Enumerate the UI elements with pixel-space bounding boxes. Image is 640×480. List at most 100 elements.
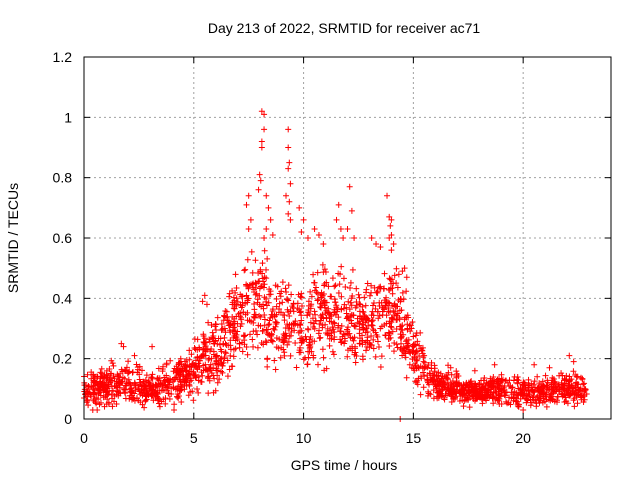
- x-tick-label: 5: [190, 430, 198, 446]
- data-point: [219, 369, 226, 376]
- data-point: [108, 391, 115, 398]
- data-point: [312, 311, 319, 318]
- data-point: [329, 275, 336, 282]
- data-point: [298, 317, 305, 324]
- data-point: [273, 295, 280, 302]
- data-point: [303, 336, 310, 343]
- data-point: [272, 366, 279, 373]
- data-point: [399, 268, 406, 275]
- data-point: [170, 368, 177, 375]
- data-point: [282, 285, 289, 292]
- data-point: [389, 328, 396, 335]
- data-point: [285, 282, 292, 289]
- data-point: [356, 335, 363, 342]
- data-point: [206, 365, 213, 372]
- data-point: [338, 306, 345, 313]
- y-axis-label: SRMTID / TECUs: [5, 183, 21, 293]
- data-point: [221, 334, 228, 341]
- data-point: [203, 366, 210, 373]
- data-point: [563, 376, 570, 383]
- data-point: [487, 386, 494, 393]
- data-point: [384, 192, 391, 199]
- data-point: [351, 235, 358, 241]
- data-point: [373, 241, 380, 248]
- data-point: [286, 198, 293, 205]
- data-point: [219, 362, 226, 369]
- data-point: [261, 126, 268, 133]
- data-point: [202, 343, 209, 350]
- data-point: [286, 159, 293, 166]
- data-point: [377, 364, 384, 371]
- data-point: [541, 383, 548, 390]
- data-point: [510, 395, 517, 402]
- data-point: [402, 338, 409, 345]
- data-point: [424, 392, 431, 399]
- data-point: [298, 228, 305, 235]
- data-point: [263, 225, 270, 232]
- data-point: [296, 309, 303, 316]
- data-point: [401, 265, 408, 272]
- data-point: [180, 363, 187, 370]
- data-point: [453, 368, 460, 375]
- data-point: [250, 319, 257, 326]
- data-point: [463, 381, 470, 388]
- data-point: [88, 369, 95, 376]
- data-point: [476, 380, 483, 387]
- data-point: [399, 352, 406, 359]
- data-point: [111, 375, 118, 382]
- data-point: [258, 303, 265, 310]
- data-point: [185, 392, 192, 399]
- data-point: [254, 299, 261, 306]
- data-point: [466, 404, 473, 411]
- data-point: [369, 308, 376, 315]
- data-point: [426, 381, 433, 388]
- data-point: [258, 138, 265, 145]
- data-point: [551, 379, 558, 386]
- data-point: [515, 377, 522, 384]
- data-point: [166, 379, 173, 386]
- data-point: [442, 390, 449, 397]
- chart-title: Day 213 of 2022, SRMTID for receiver ac7…: [208, 20, 481, 36]
- data-point: [222, 350, 229, 357]
- data-point: [391, 312, 398, 319]
- data-point: [298, 302, 305, 309]
- data-point: [367, 341, 374, 348]
- data-point: [96, 378, 103, 385]
- data-point: [238, 304, 245, 311]
- data-point: [227, 337, 234, 344]
- data-point: [175, 383, 182, 390]
- data-point: [344, 330, 351, 337]
- data-point: [390, 280, 397, 287]
- data-point: [211, 375, 218, 382]
- data-point: [508, 384, 515, 391]
- data-point: [205, 390, 212, 397]
- data-point: [390, 241, 397, 248]
- data-point: [580, 381, 587, 388]
- data-point: [300, 216, 307, 223]
- data-point: [237, 323, 244, 330]
- data-point: [227, 352, 234, 359]
- data-point: [252, 284, 259, 291]
- data-point: [460, 385, 467, 392]
- data-point: [532, 397, 539, 404]
- data-point: [244, 299, 251, 306]
- data-point: [351, 351, 358, 358]
- data-point: [184, 361, 191, 368]
- data-point: [212, 353, 219, 360]
- data-point: [263, 192, 270, 199]
- data-point: [483, 389, 490, 396]
- data-point: [334, 308, 341, 315]
- data-point: [389, 316, 396, 323]
- data-point: [360, 321, 367, 328]
- data-point: [398, 333, 405, 340]
- data-point: [101, 386, 108, 393]
- data-point: [284, 296, 291, 303]
- data-point: [304, 235, 311, 241]
- data-point: [109, 403, 116, 410]
- data-point: [101, 403, 108, 410]
- data-point: [391, 272, 398, 279]
- data-point: [273, 335, 280, 342]
- data-point: [277, 293, 284, 300]
- data-point: [279, 299, 286, 306]
- y-tick-label: 0.6: [53, 230, 73, 246]
